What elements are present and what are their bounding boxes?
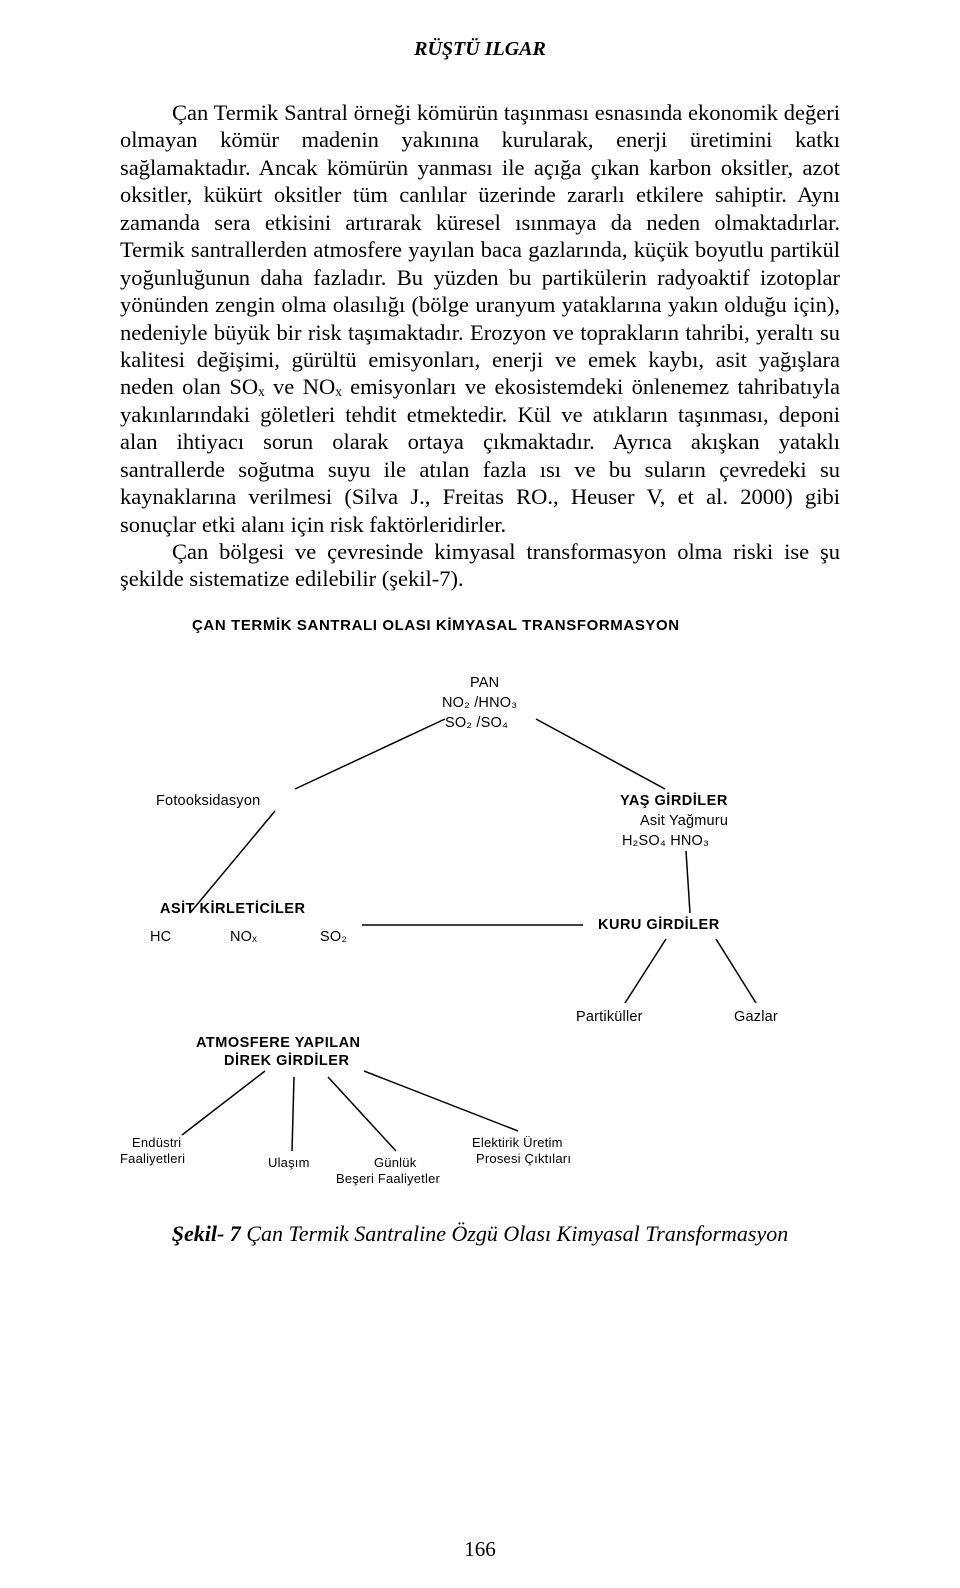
src-endustri-l2: Faaliyetleri xyxy=(120,1151,185,1166)
diagram-canvas: ÇAN TERMİK SANTRALI OLASI KİMYASAL TRANS… xyxy=(120,611,840,1211)
center-no2: NO₂ /HNO₃ xyxy=(442,695,517,711)
src-elektrik-l1: Elektirik Üretim xyxy=(472,1135,563,1150)
fotooksidasyon: Fotooksidasyon xyxy=(156,793,260,809)
partikuller: Partiküller xyxy=(576,1009,643,1025)
src-gunluk-l2: Beşeri Faaliyetler xyxy=(336,1171,440,1186)
atm-head-l2: DİREK GİRDİLER xyxy=(224,1053,349,1069)
src-gunluk-l1: Günlük xyxy=(374,1155,416,1170)
paragraph-1: Çan Termik Santral örneği kömürün taşınm… xyxy=(120,99,840,538)
figure-7: ÇAN TERMİK SANTRALI OLASI KİMYASAL TRANS… xyxy=(120,611,840,1211)
asit-kirleticiler-head: ASİT KİRLETİCİLER xyxy=(160,901,305,917)
page-header: RÜŞTÜ ILGAR xyxy=(120,38,840,61)
center-pan: PAN xyxy=(470,675,499,691)
yas-girdiler-sub1: Asit Yağmuru xyxy=(640,813,728,829)
body-text: Çan Termik Santral örneği kömürün taşınm… xyxy=(120,99,840,593)
page-number: 166 xyxy=(0,1537,960,1562)
yas-girdiler-head: YAŞ GİRDİLER xyxy=(620,793,728,809)
acid-so2: SO₂ xyxy=(320,929,347,945)
src-ulasim: Ulaşım xyxy=(268,1155,310,1170)
diagram-title: ÇAN TERMİK SANTRALI OLASI KİMYASAL TRANS… xyxy=(192,617,680,634)
center-so2: SO₂ /SO₄ xyxy=(445,715,508,731)
gazlar: Gazlar xyxy=(734,1009,778,1025)
author-name: RÜŞTÜ ILGAR xyxy=(414,38,546,60)
acid-hc: HC xyxy=(150,929,171,945)
atm-head-l1: ATMOSFERE YAPILAN xyxy=(196,1035,361,1051)
paragraph-2: Çan bölgesi ve çevresinde kimyasal trans… xyxy=(120,538,840,593)
kuru-girdiler-head: KURU GİRDİLER xyxy=(598,917,720,933)
src-elektrik-l2: Prosesi Çıktıları xyxy=(476,1151,571,1166)
acid-nox: NOₓ xyxy=(230,929,257,945)
caption-text: Çan Termik Santraline Özgü Olası Kimyasa… xyxy=(241,1221,788,1246)
caption-label: Şekil- 7 xyxy=(172,1221,241,1246)
src-endustri-l1: Endüstri xyxy=(132,1135,181,1150)
yas-girdiler-sub2: H₂SO₄ HNO₃ xyxy=(622,833,709,849)
figure-caption: Şekil- 7 Çan Termik Santraline Özgü Olas… xyxy=(120,1221,840,1247)
